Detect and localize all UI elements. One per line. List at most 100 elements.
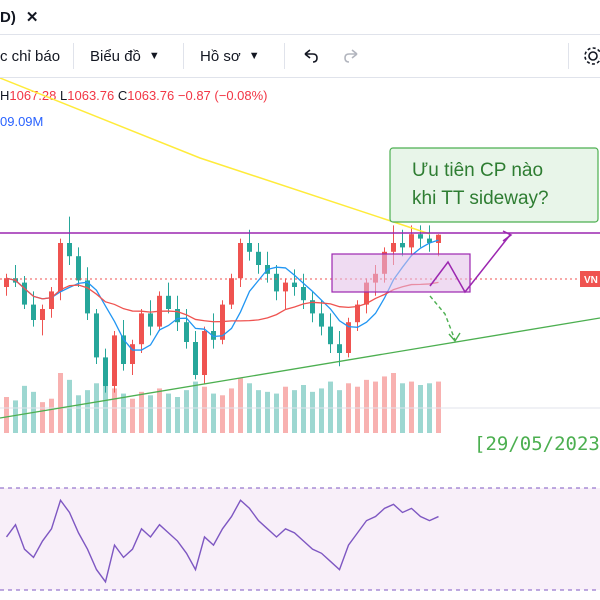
close-icon[interactable]: ✕ bbox=[25, 9, 39, 26]
candle-body bbox=[121, 335, 126, 364]
tab-title: D) bbox=[0, 8, 16, 26]
undo-icon bbox=[304, 49, 318, 63]
tab-bar: D) ✕ bbox=[0, 0, 600, 34]
annotation-callout[interactable]: Ưu tiên CP nào khi TT sideway? bbox=[389, 147, 599, 223]
volume-bar bbox=[166, 393, 171, 433]
chevron-down-icon: ▼ bbox=[248, 50, 260, 62]
indicators-button[interactable]: c chỉ báo bbox=[0, 35, 60, 77]
candle-body bbox=[139, 313, 144, 345]
volume-bar bbox=[373, 381, 378, 433]
candle-body bbox=[337, 344, 342, 353]
candle-body bbox=[328, 326, 333, 345]
volume-bar bbox=[265, 391, 270, 433]
arrow-down-icon bbox=[448, 332, 461, 343]
volume-bar bbox=[364, 379, 369, 433]
chevron-down-icon: ▼ bbox=[148, 50, 160, 62]
volume-bar bbox=[22, 385, 27, 433]
change-value: −0.87 (−0.08%) bbox=[177, 88, 268, 103]
volume-bar bbox=[238, 378, 243, 433]
candle-body bbox=[418, 234, 423, 239]
candle-body bbox=[283, 282, 288, 292]
bearish-path bbox=[429, 295, 456, 341]
date-label: [29/05/2023 bbox=[474, 433, 600, 455]
undo-button[interactable] bbox=[300, 35, 320, 77]
callout-line1: Ưu tiên CP nào bbox=[412, 160, 543, 181]
volume-bar bbox=[193, 381, 198, 433]
candle-body bbox=[49, 291, 54, 309]
volume-bar bbox=[4, 397, 9, 433]
candle-body bbox=[355, 304, 360, 323]
candle-body bbox=[409, 234, 414, 248]
settings-button[interactable] bbox=[582, 35, 600, 77]
rsi-band bbox=[0, 488, 600, 590]
chart-type-button[interactable]: Biểu đồ ▼ bbox=[90, 35, 160, 77]
candle-body bbox=[94, 313, 99, 358]
volume-bar bbox=[418, 385, 423, 433]
redo-button[interactable] bbox=[342, 35, 362, 77]
price-chart[interactable]: VN Ưu tiên CP nào khi TT sideway? [29/05… bbox=[0, 78, 600, 600]
bullish-path bbox=[429, 234, 511, 294]
candle-body bbox=[427, 238, 432, 243]
ma-mid-line bbox=[6, 277, 439, 323]
volume-bar bbox=[337, 390, 342, 433]
candle-body bbox=[301, 287, 306, 301]
volume-series bbox=[4, 373, 441, 433]
toolbar-divider bbox=[73, 43, 74, 69]
low-key: L bbox=[60, 88, 68, 103]
volume-bar bbox=[256, 390, 261, 433]
volume-bar bbox=[229, 388, 234, 433]
gear-icon bbox=[584, 47, 600, 65]
sideway-box[interactable] bbox=[331, 253, 471, 293]
volume-bar bbox=[382, 376, 387, 433]
candle-body bbox=[229, 278, 234, 305]
candle-body bbox=[148, 313, 153, 327]
low-value: 1063.76 bbox=[67, 88, 115, 103]
candle-body bbox=[67, 243, 72, 257]
candle-body bbox=[130, 344, 135, 364]
chart-tab[interactable]: D) ✕ bbox=[0, 2, 38, 32]
candle-body bbox=[274, 273, 279, 292]
high-key: H bbox=[0, 88, 10, 103]
candle-body bbox=[292, 282, 297, 287]
price-tag: VN bbox=[580, 271, 600, 287]
candle-body bbox=[184, 322, 189, 342]
profile-button[interactable]: Hồ sơ ▼ bbox=[200, 35, 260, 77]
candle-body bbox=[202, 331, 207, 375]
volume-bar bbox=[391, 373, 396, 433]
candle-body bbox=[238, 243, 243, 279]
candle-body bbox=[364, 282, 369, 305]
close-value: 1063.76 bbox=[127, 88, 175, 103]
candle-body bbox=[166, 295, 171, 309]
high-value: 1067.28 bbox=[9, 88, 57, 103]
candle-body bbox=[310, 300, 315, 314]
volume-bar bbox=[85, 390, 90, 433]
volume-bar bbox=[310, 391, 315, 433]
ohlc-legend: H1067.28 L1063.76 C1063.76 −0.87 (−0.08%… bbox=[0, 88, 268, 103]
candle-body bbox=[58, 243, 63, 292]
redo-icon bbox=[344, 49, 358, 63]
volume-bar bbox=[13, 400, 18, 433]
volume-bar bbox=[76, 395, 81, 433]
candle-body bbox=[31, 304, 36, 320]
volume-bar bbox=[139, 391, 144, 433]
volume-bar bbox=[130, 398, 135, 433]
candle-body bbox=[40, 309, 45, 320]
price-tag-text: VN bbox=[584, 275, 598, 286]
candle-body bbox=[175, 309, 180, 323]
volume-bar bbox=[409, 381, 414, 433]
volume-bar bbox=[49, 398, 54, 433]
candle-body bbox=[391, 243, 396, 252]
volume-bar bbox=[121, 393, 126, 433]
candle-body bbox=[220, 304, 225, 340]
volume-bar bbox=[103, 376, 108, 433]
volume-bar bbox=[148, 395, 153, 433]
ma-fast-line bbox=[6, 239, 439, 351]
candle-body bbox=[112, 335, 117, 386]
support-trendline[interactable] bbox=[0, 317, 600, 419]
arrow-up-icon bbox=[502, 230, 513, 242]
volume-bar bbox=[274, 393, 279, 433]
candle-body bbox=[211, 331, 216, 340]
candle-body bbox=[256, 251, 261, 265]
rsi-line bbox=[5, 498, 439, 584]
volume-bar bbox=[40, 402, 45, 433]
